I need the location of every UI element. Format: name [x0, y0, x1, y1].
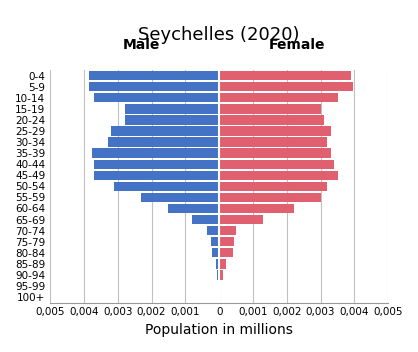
Bar: [219, 193, 321, 202]
Bar: [207, 226, 219, 235]
Title: Seychelles (2020): Seychelles (2020): [138, 26, 300, 44]
Bar: [217, 270, 219, 279]
Bar: [111, 126, 219, 136]
Bar: [219, 293, 220, 302]
Bar: [219, 171, 337, 180]
Bar: [219, 104, 321, 114]
Bar: [115, 182, 219, 191]
Bar: [192, 215, 219, 224]
Bar: [219, 93, 337, 102]
Bar: [216, 259, 219, 269]
Bar: [219, 115, 324, 125]
X-axis label: Population in millions: Population in millions: [145, 323, 293, 337]
Text: Male: Male: [123, 38, 160, 51]
Bar: [219, 226, 236, 235]
Bar: [89, 82, 219, 92]
Bar: [219, 215, 263, 224]
Bar: [219, 204, 293, 213]
Bar: [219, 137, 327, 147]
Bar: [219, 126, 331, 136]
Bar: [219, 248, 233, 257]
Bar: [211, 237, 219, 246]
Bar: [219, 82, 353, 92]
Bar: [107, 137, 219, 147]
Bar: [92, 149, 219, 158]
Bar: [168, 204, 219, 213]
Bar: [94, 159, 219, 169]
Bar: [219, 270, 223, 279]
Bar: [219, 182, 327, 191]
Bar: [141, 193, 219, 202]
Bar: [125, 115, 219, 125]
Bar: [89, 71, 219, 80]
Bar: [212, 248, 219, 257]
Bar: [219, 237, 234, 246]
Bar: [219, 259, 226, 269]
Bar: [94, 93, 219, 102]
Bar: [125, 104, 219, 114]
Bar: [219, 71, 351, 80]
Text: Female: Female: [269, 38, 325, 51]
Bar: [219, 149, 331, 158]
Bar: [94, 171, 219, 180]
Bar: [219, 159, 334, 169]
